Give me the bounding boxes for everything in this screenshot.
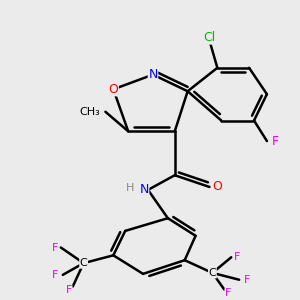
Text: N: N <box>148 68 158 81</box>
Text: H: H <box>126 183 134 193</box>
Text: O: O <box>108 83 118 96</box>
Text: CH₃: CH₃ <box>80 107 101 117</box>
Text: F: F <box>225 288 232 298</box>
Text: F: F <box>52 242 58 253</box>
Text: F: F <box>271 134 278 148</box>
Text: F: F <box>244 275 250 285</box>
Text: C: C <box>208 268 216 278</box>
Text: N: N <box>140 183 149 196</box>
Text: Cl: Cl <box>203 31 216 44</box>
Text: F: F <box>66 286 72 296</box>
Text: F: F <box>52 270 58 280</box>
Text: C: C <box>80 258 88 268</box>
Text: F: F <box>234 252 240 262</box>
Text: O: O <box>212 181 222 194</box>
